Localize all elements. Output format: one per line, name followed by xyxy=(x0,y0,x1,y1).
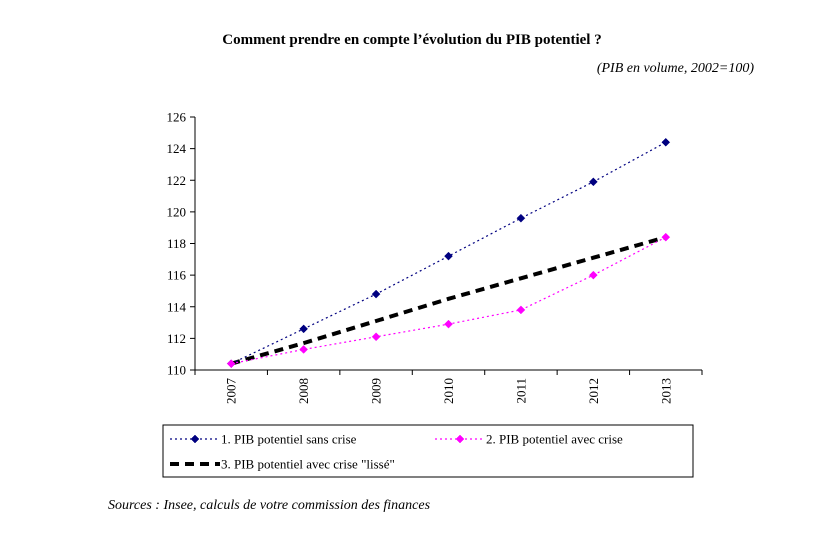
series-1-point-2008 xyxy=(299,324,308,334)
y-tick-label-122: 122 xyxy=(167,173,187,188)
y-tick-label-118: 118 xyxy=(167,236,186,251)
series-2-point-2008 xyxy=(299,345,308,354)
series-2-point-2010 xyxy=(444,319,453,329)
y-tick-label-112: 112 xyxy=(167,331,186,346)
series-1-point-2012 xyxy=(589,177,598,187)
legend-label-1: 1. PIB potentiel sans crise xyxy=(221,432,357,447)
y-tick-label-110: 110 xyxy=(167,363,186,378)
legend-label-3: 3. PIB potentiel avec crise "lissé" xyxy=(221,457,395,472)
source-note: Sources : Insee, calculs de votre commis… xyxy=(108,498,431,513)
chart-subtitle: (PIB en volume, 2002=100) xyxy=(596,61,754,76)
legend-marker-1 xyxy=(190,434,200,444)
series-2-point-2012 xyxy=(589,270,598,280)
x-tick-label-2007: 2007 xyxy=(224,378,239,405)
y-tick-label-124: 124 xyxy=(167,141,187,156)
series-2-point-2007 xyxy=(226,359,236,369)
legend-label-2: 2. PIB potentiel avec crise xyxy=(486,432,623,447)
chart-legend: 1. PIB potentiel sans crise 2. PIB potent… xyxy=(162,424,694,478)
series-line-3 xyxy=(230,235,667,366)
series-2-point-2009 xyxy=(371,332,381,342)
series-1-point-2013 xyxy=(661,137,671,147)
series-1-point-2011 xyxy=(516,213,526,223)
x-tick-label-2011: 2011 xyxy=(513,378,528,404)
y-tick-label-120: 120 xyxy=(167,204,187,219)
x-tick-label-2013: 2013 xyxy=(658,378,673,404)
x-tick-label-2009: 2009 xyxy=(369,378,384,404)
x-tick-label-2008: 2008 xyxy=(296,378,311,404)
chart-axes: 110 112 114 116 118 120 122 124 126 2007 2008 2009 2… xyxy=(167,110,703,405)
series-2-point-2013 xyxy=(661,232,671,242)
series-2-point-2011 xyxy=(516,305,526,315)
chart-series xyxy=(226,137,671,369)
legend-marker-2 xyxy=(455,434,465,444)
legend-box xyxy=(162,424,694,478)
y-tick-label-114: 114 xyxy=(167,299,187,314)
y-tick-label-116: 116 xyxy=(167,268,187,283)
chart-title: Comment prendre en compte l’évolution du… xyxy=(222,32,602,48)
series-1-point-2010 xyxy=(444,251,453,261)
series-1-point-2009 xyxy=(371,289,381,299)
x-tick-label-2010: 2010 xyxy=(441,378,456,404)
y-tick-label-126: 126 xyxy=(167,110,187,125)
x-tick-label-2012: 2012 xyxy=(586,378,601,404)
